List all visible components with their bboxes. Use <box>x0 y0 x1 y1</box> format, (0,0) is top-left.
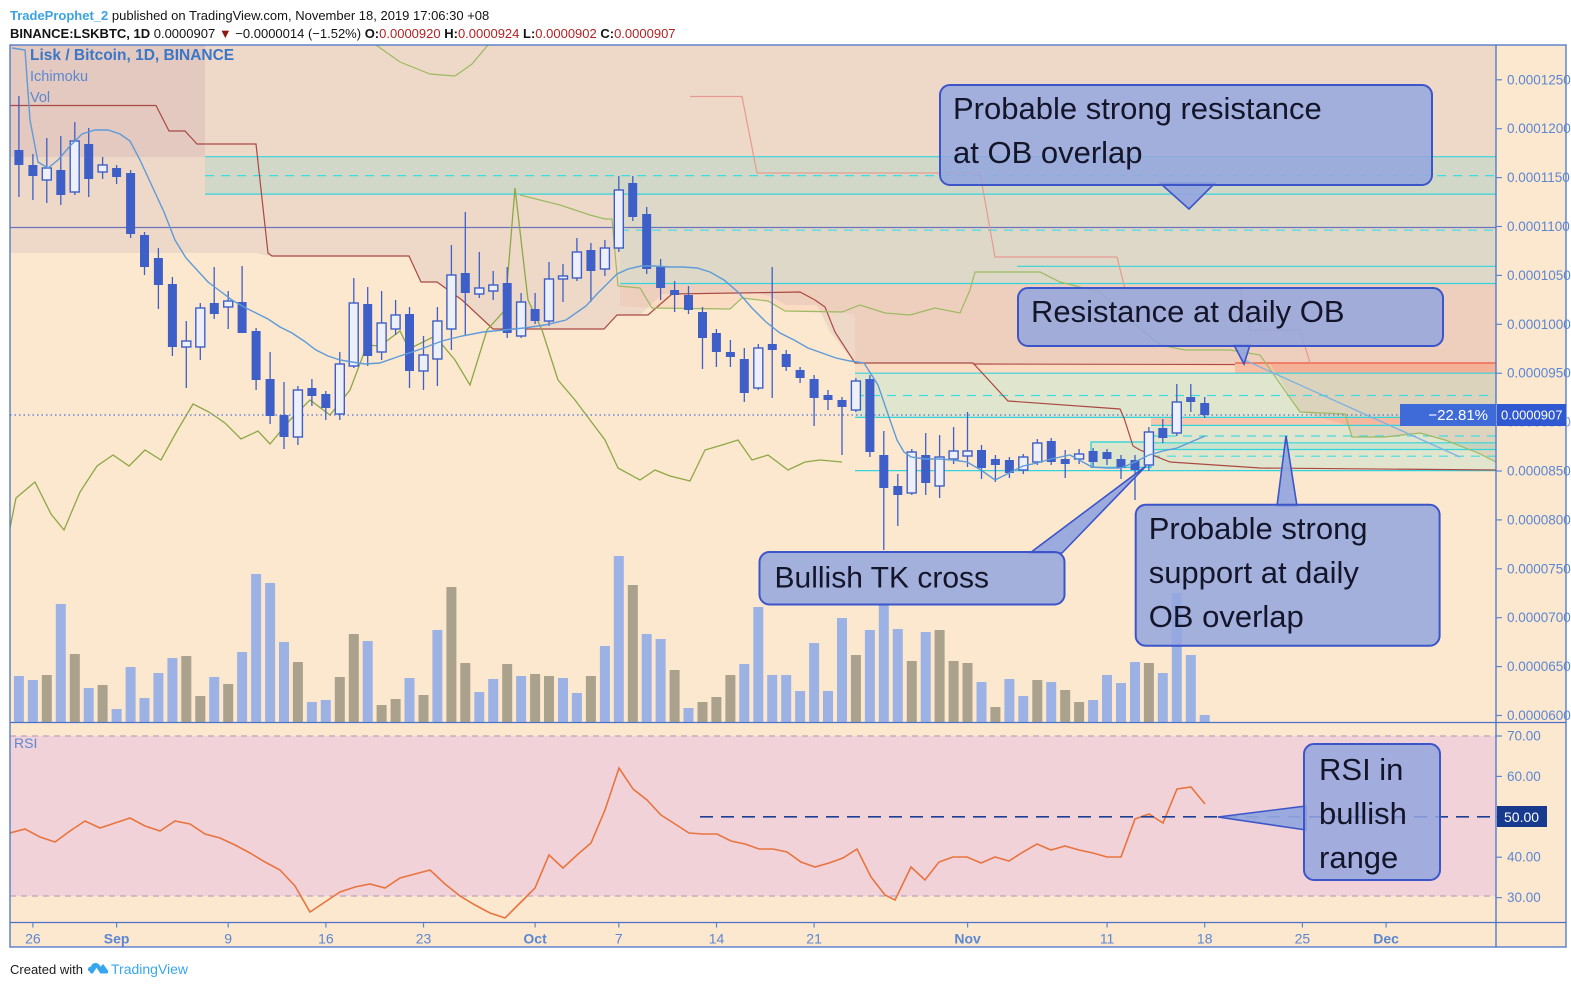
svg-text:Lisk / Bitcoin, 1D, BINANCE: Lisk / Bitcoin, 1D, BINANCE <box>30 47 234 64</box>
svg-text:Probable strong: Probable strong <box>1149 511 1368 546</box>
svg-text:16: 16 <box>318 931 334 947</box>
svg-text:Resistance at daily OB: Resistance at daily OB <box>1031 294 1345 329</box>
svg-text:Sep: Sep <box>104 931 130 947</box>
svg-text:Ichimoku: Ichimoku <box>30 69 88 85</box>
svg-text:0.0000750: 0.0000750 <box>1507 561 1571 576</box>
svg-text:Nov: Nov <box>954 931 981 947</box>
svg-text:0.0001200: 0.0001200 <box>1507 121 1571 136</box>
svg-text:60.00: 60.00 <box>1507 769 1541 784</box>
svg-text:Created with: Created with <box>10 962 83 977</box>
svg-text:Probable strong resistance: Probable strong resistance <box>953 91 1322 126</box>
svg-text:0.0000907: 0.0000907 <box>1501 408 1562 423</box>
svg-text:70.00: 70.00 <box>1507 729 1541 744</box>
svg-text:30.00: 30.00 <box>1507 890 1541 905</box>
svg-text:RSI: RSI <box>14 735 37 751</box>
svg-text:0.0001250: 0.0001250 <box>1507 72 1571 87</box>
svg-text:Vol: Vol <box>30 90 50 106</box>
svg-text:0.0000600: 0.0000600 <box>1507 708 1571 723</box>
svg-text:0.0000800: 0.0000800 <box>1507 512 1571 527</box>
svg-text:at OB overlap: at OB overlap <box>953 135 1143 170</box>
svg-text:TradeProphet_2 published on Tr: TradeProphet_2 published on TradingView.… <box>10 8 489 23</box>
svg-text:Bullish TK cross: Bullish TK cross <box>775 561 990 594</box>
svg-text:support at daily: support at daily <box>1149 555 1360 590</box>
svg-text:Oct: Oct <box>523 931 547 947</box>
svg-text:7: 7 <box>615 931 623 947</box>
svg-text:0.0000950: 0.0000950 <box>1507 366 1571 381</box>
svg-text:21: 21 <box>806 931 822 947</box>
svg-text:0.0000700: 0.0000700 <box>1507 610 1571 625</box>
svg-text:18: 18 <box>1197 931 1213 947</box>
svg-text:BINANCE:LSKBTC, 1D 0.0000907: BINANCE:LSKBTC, 1D 0.0000907 ▼ −0.000001… <box>10 26 676 41</box>
svg-text:0.0001000: 0.0001000 <box>1507 317 1571 332</box>
svg-text:0.0001150: 0.0001150 <box>1507 170 1570 185</box>
svg-text:40.00: 40.00 <box>1507 850 1541 865</box>
svg-text:0.0001100: 0.0001100 <box>1507 219 1570 234</box>
svg-text:−22.81%: −22.81% <box>1428 407 1488 424</box>
svg-text:11: 11 <box>1100 931 1115 947</box>
svg-text:9: 9 <box>224 931 232 947</box>
svg-text:26: 26 <box>25 931 41 947</box>
svg-text:0.0001050: 0.0001050 <box>1507 268 1571 283</box>
svg-text:14: 14 <box>709 931 725 947</box>
svg-text:0.0000850: 0.0000850 <box>1507 464 1571 479</box>
svg-text:RSI in: RSI in <box>1319 752 1403 787</box>
svg-text:25: 25 <box>1295 931 1311 947</box>
svg-text:50.00: 50.00 <box>1504 809 1539 825</box>
svg-text:23: 23 <box>416 931 432 947</box>
svg-text:Dec: Dec <box>1373 931 1399 947</box>
svg-text:TradingView: TradingView <box>111 961 189 977</box>
svg-text:bullish: bullish <box>1319 796 1407 831</box>
svg-text:OB overlap: OB overlap <box>1149 599 1304 634</box>
svg-text:0.0000650: 0.0000650 <box>1507 659 1571 674</box>
svg-text:range: range <box>1319 840 1398 875</box>
